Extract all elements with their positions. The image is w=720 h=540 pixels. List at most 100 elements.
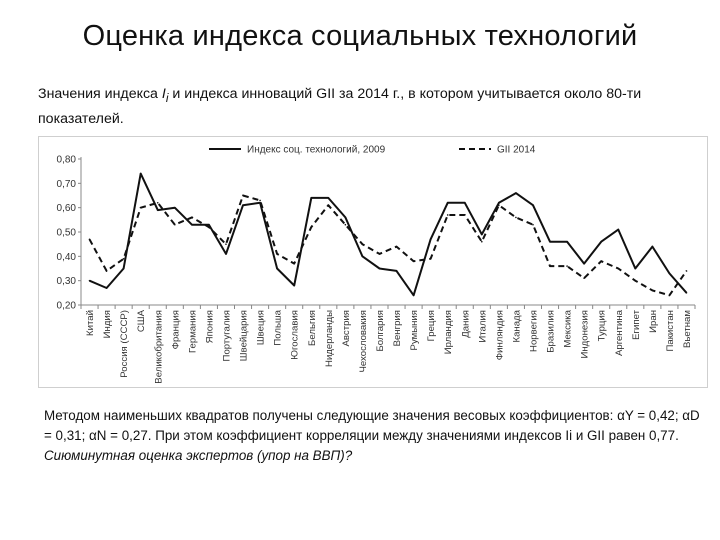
- series-1-point: [532, 204, 534, 207]
- legend-label-2: GII 2014: [497, 145, 536, 156]
- series-2-point: [259, 199, 261, 202]
- y-tick-label: 0,80: [57, 155, 77, 166]
- series-2-point: [634, 279, 637, 282]
- method-paragraph: Методом наименьших квадратов получены сл…: [44, 408, 700, 443]
- slide-title: Оценка индекса социальных технологий: [82, 20, 638, 52]
- series-2-point: [293, 262, 295, 265]
- series-1-point: [481, 233, 483, 236]
- series-1-point: [174, 206, 176, 209]
- series-2-point: [463, 214, 466, 216]
- x-category-label: Италия: [477, 310, 488, 343]
- intro-var: I: [161, 86, 166, 102]
- series-2-point: [515, 216, 517, 219]
- series-2-point: [532, 223, 534, 226]
- series-1-point: [429, 238, 432, 241]
- x-category-label: Болгария: [375, 310, 386, 352]
- x-category-label: Иран: [648, 310, 659, 333]
- series-2-point: [276, 253, 278, 255]
- legend-label-1: Индекс соц. технологий, 2009: [247, 145, 386, 156]
- y-tick-label: 0,30: [57, 276, 77, 287]
- series-line-2: [88, 194, 688, 297]
- x-category-label: Румыния: [409, 310, 420, 350]
- series-1-point: [310, 197, 313, 199]
- series-1-point: [617, 228, 620, 231]
- series-2-point: [327, 204, 330, 207]
- x-category-label: Вьетнам: [682, 310, 693, 348]
- series-2-point: [242, 194, 244, 197]
- series-1-point: [634, 267, 637, 270]
- series-2-point: [344, 223, 347, 226]
- series-2-point: [600, 260, 602, 262]
- x-category-label: Швеция: [256, 310, 267, 345]
- series-1-point: [208, 223, 210, 226]
- series-2-point: [549, 265, 551, 267]
- x-category-label: Финляндия: [494, 310, 505, 360]
- series-2-point: [139, 206, 142, 209]
- question-line: Сиюминутная оценка экспертов (упор на ВВ…: [44, 448, 353, 463]
- series-2-point: [481, 240, 483, 243]
- series-line-1: [89, 172, 688, 297]
- series-2-point: [88, 238, 91, 241]
- y-tick-label: 0,40: [57, 252, 77, 263]
- series-1-point: [139, 172, 142, 175]
- x-category-label: Великобритания: [153, 310, 164, 384]
- x-category-label: Россия (СССР): [119, 310, 130, 378]
- series-1-point: [412, 294, 415, 297]
- series-2-point: [498, 204, 500, 207]
- series-1-point: [88, 279, 91, 282]
- series-1-point: [191, 223, 193, 226]
- series-2-point: [651, 289, 654, 292]
- x-category-label: Венгрия: [392, 310, 403, 346]
- series-2-point: [122, 257, 125, 260]
- x-category-label: Бразилия: [546, 310, 557, 353]
- series-2-point: [105, 270, 108, 272]
- series-1-point: [651, 245, 654, 248]
- series-2-point: [191, 216, 193, 219]
- x-category-label: Греция: [426, 310, 437, 341]
- x-category-label: Португалия: [221, 310, 232, 361]
- x-category-label: Дания: [460, 310, 471, 338]
- x-category-label: Германия: [187, 310, 198, 353]
- x-category-label: Польша: [273, 309, 284, 345]
- x-category-label: Япония: [204, 310, 215, 343]
- x-category-label: Мексика: [563, 309, 574, 347]
- series-1-point: [344, 216, 347, 219]
- intro-text: Значения индекса Ii и индекса инноваций …: [38, 84, 688, 130]
- line-chart: 0,20 0,30 0,40 0,50 0,60 0,70 0,80 Китай Индия Ро…: [57, 145, 696, 384]
- series-2-point: [566, 265, 568, 267]
- x-category-label: Чехословакия: [358, 310, 369, 372]
- y-tick-label: 0,50: [57, 228, 77, 239]
- series-2-point: [174, 223, 176, 226]
- y-tick-label: 0,20: [57, 301, 77, 312]
- x-category-label: Индонезия: [580, 310, 591, 359]
- series-1-point: [515, 192, 517, 194]
- series-2-point: [429, 257, 432, 260]
- series-2-point: [378, 253, 381, 255]
- series-1-point: [361, 255, 364, 258]
- x-category-label: Бельгия: [307, 310, 318, 346]
- series-1-point: [566, 240, 568, 243]
- x-category-label: Китай: [85, 310, 96, 336]
- series-2-point: [685, 270, 688, 272]
- series-1-point: [327, 197, 330, 199]
- series-2-point: [446, 214, 449, 216]
- series-1-point: [668, 272, 671, 275]
- series-1-point: [225, 253, 227, 255]
- x-category-label: Турция: [597, 310, 608, 341]
- series-1-point: [105, 287, 108, 289]
- series-1-point: [463, 202, 466, 204]
- method-text: Методом наименьших квадратов получены сл…: [44, 406, 708, 466]
- series-1-point: [293, 284, 295, 287]
- x-category-label: Индия: [102, 310, 113, 338]
- series-2-point: [208, 226, 210, 228]
- intro-sub: i: [165, 90, 169, 105]
- series-1-point: [498, 202, 500, 204]
- series-2-point: [361, 243, 364, 245]
- series-2-point: [310, 226, 313, 228]
- x-category-label: Пакистан: [665, 310, 676, 352]
- x-category-label: США: [136, 309, 147, 332]
- series-1-point: [685, 292, 688, 294]
- x-category-label: Ирландия: [443, 310, 454, 354]
- chart-frame: 0,20 0,30 0,40 0,50 0,60 0,70 0,80 Китай Индия Ро…: [38, 136, 708, 388]
- x-category-label: Австрия: [341, 310, 352, 346]
